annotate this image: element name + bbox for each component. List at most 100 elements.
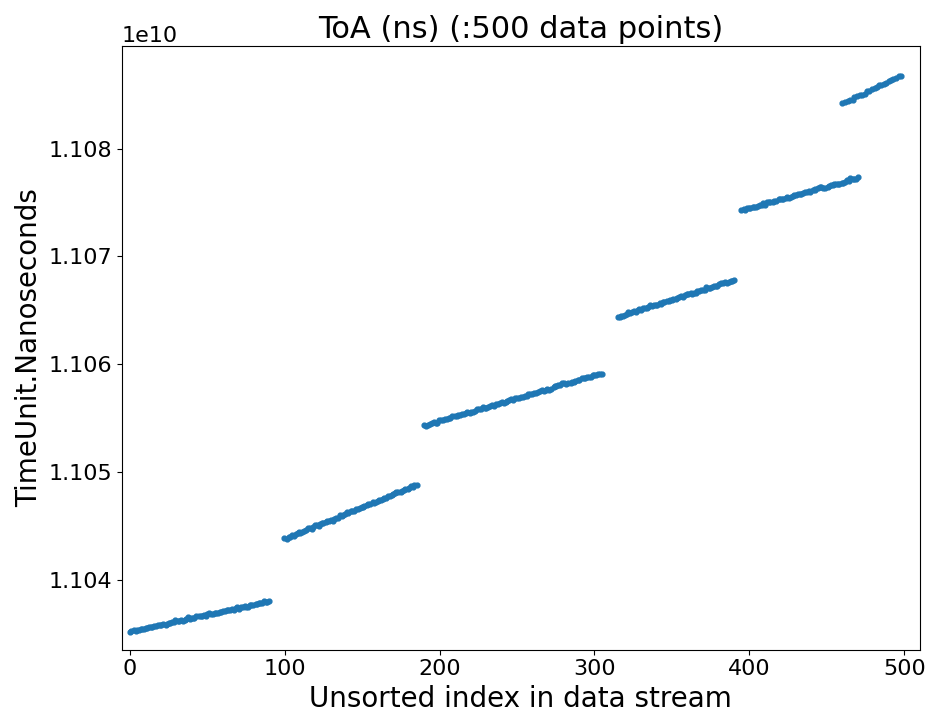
Point xyxy=(694,285,709,296)
Point xyxy=(853,90,868,101)
Point xyxy=(781,192,796,204)
Point xyxy=(812,182,827,194)
Point xyxy=(225,603,240,614)
Point xyxy=(290,528,305,539)
Point xyxy=(865,83,880,95)
Point xyxy=(772,194,788,205)
Point xyxy=(458,407,473,419)
Point xyxy=(557,378,572,389)
Point xyxy=(665,294,680,306)
Point xyxy=(540,384,555,395)
Point xyxy=(363,499,378,510)
Point xyxy=(352,502,367,514)
Point xyxy=(484,400,499,411)
Point xyxy=(443,412,458,424)
Point xyxy=(859,85,874,97)
Point xyxy=(765,196,780,207)
Point xyxy=(255,598,270,609)
Point xyxy=(331,512,346,523)
Point xyxy=(405,480,420,492)
Point xyxy=(762,197,777,208)
Point xyxy=(277,533,292,545)
Point xyxy=(382,490,398,502)
Point xyxy=(476,402,491,414)
Point xyxy=(759,197,774,208)
Point xyxy=(577,372,593,384)
Point xyxy=(219,604,235,615)
Point xyxy=(237,601,252,612)
Point xyxy=(139,622,154,633)
Point xyxy=(847,92,862,103)
Point xyxy=(501,395,516,406)
Point xyxy=(372,494,387,506)
Point xyxy=(610,311,625,323)
Point xyxy=(612,312,627,323)
Point xyxy=(168,614,183,626)
Point xyxy=(242,599,257,611)
Point xyxy=(869,82,885,93)
Point xyxy=(442,412,457,424)
Point xyxy=(723,275,739,287)
Point xyxy=(170,615,185,627)
Point xyxy=(742,202,757,214)
Point xyxy=(816,183,831,194)
Point xyxy=(832,178,847,189)
Point xyxy=(617,309,632,320)
Point xyxy=(712,279,727,290)
Point xyxy=(256,596,271,607)
Point xyxy=(479,402,494,414)
Point xyxy=(708,280,723,292)
Point xyxy=(334,510,349,522)
Point xyxy=(252,597,268,609)
Point xyxy=(591,368,606,380)
Point xyxy=(583,371,598,382)
Point xyxy=(769,194,784,206)
Point xyxy=(845,173,860,185)
Point xyxy=(589,369,604,381)
Point xyxy=(244,599,259,611)
Point xyxy=(634,304,649,316)
Point xyxy=(650,298,665,310)
Point xyxy=(513,391,528,403)
Point xyxy=(862,84,877,96)
Point xyxy=(515,391,530,403)
Point xyxy=(761,197,776,208)
Point xyxy=(593,368,608,380)
Point xyxy=(785,190,800,202)
Point xyxy=(429,417,444,429)
Point xyxy=(841,175,856,186)
Point xyxy=(159,618,174,630)
Point xyxy=(283,531,298,543)
Point xyxy=(138,622,154,633)
Point xyxy=(460,406,475,418)
Point xyxy=(679,288,694,300)
Point xyxy=(175,615,190,627)
Point xyxy=(835,177,850,189)
Point xyxy=(687,288,702,299)
Point xyxy=(805,184,820,196)
Point xyxy=(309,519,324,531)
Point xyxy=(788,189,804,201)
Point xyxy=(510,392,525,404)
Point xyxy=(288,529,303,540)
Point xyxy=(871,79,886,91)
Point xyxy=(389,486,404,498)
Point xyxy=(724,275,739,287)
Point xyxy=(327,513,342,525)
Point xyxy=(528,387,544,398)
Point xyxy=(722,277,737,288)
Point xyxy=(821,180,836,191)
Point xyxy=(423,418,438,430)
Point xyxy=(500,395,515,407)
Point xyxy=(323,514,338,526)
Point xyxy=(666,293,681,305)
Point xyxy=(739,202,755,214)
Point xyxy=(304,523,319,534)
Point xyxy=(697,284,712,296)
Point xyxy=(498,396,513,408)
Point xyxy=(187,612,202,624)
Point xyxy=(783,191,798,203)
Point xyxy=(800,186,815,198)
Point xyxy=(719,277,734,288)
Point xyxy=(233,601,248,613)
